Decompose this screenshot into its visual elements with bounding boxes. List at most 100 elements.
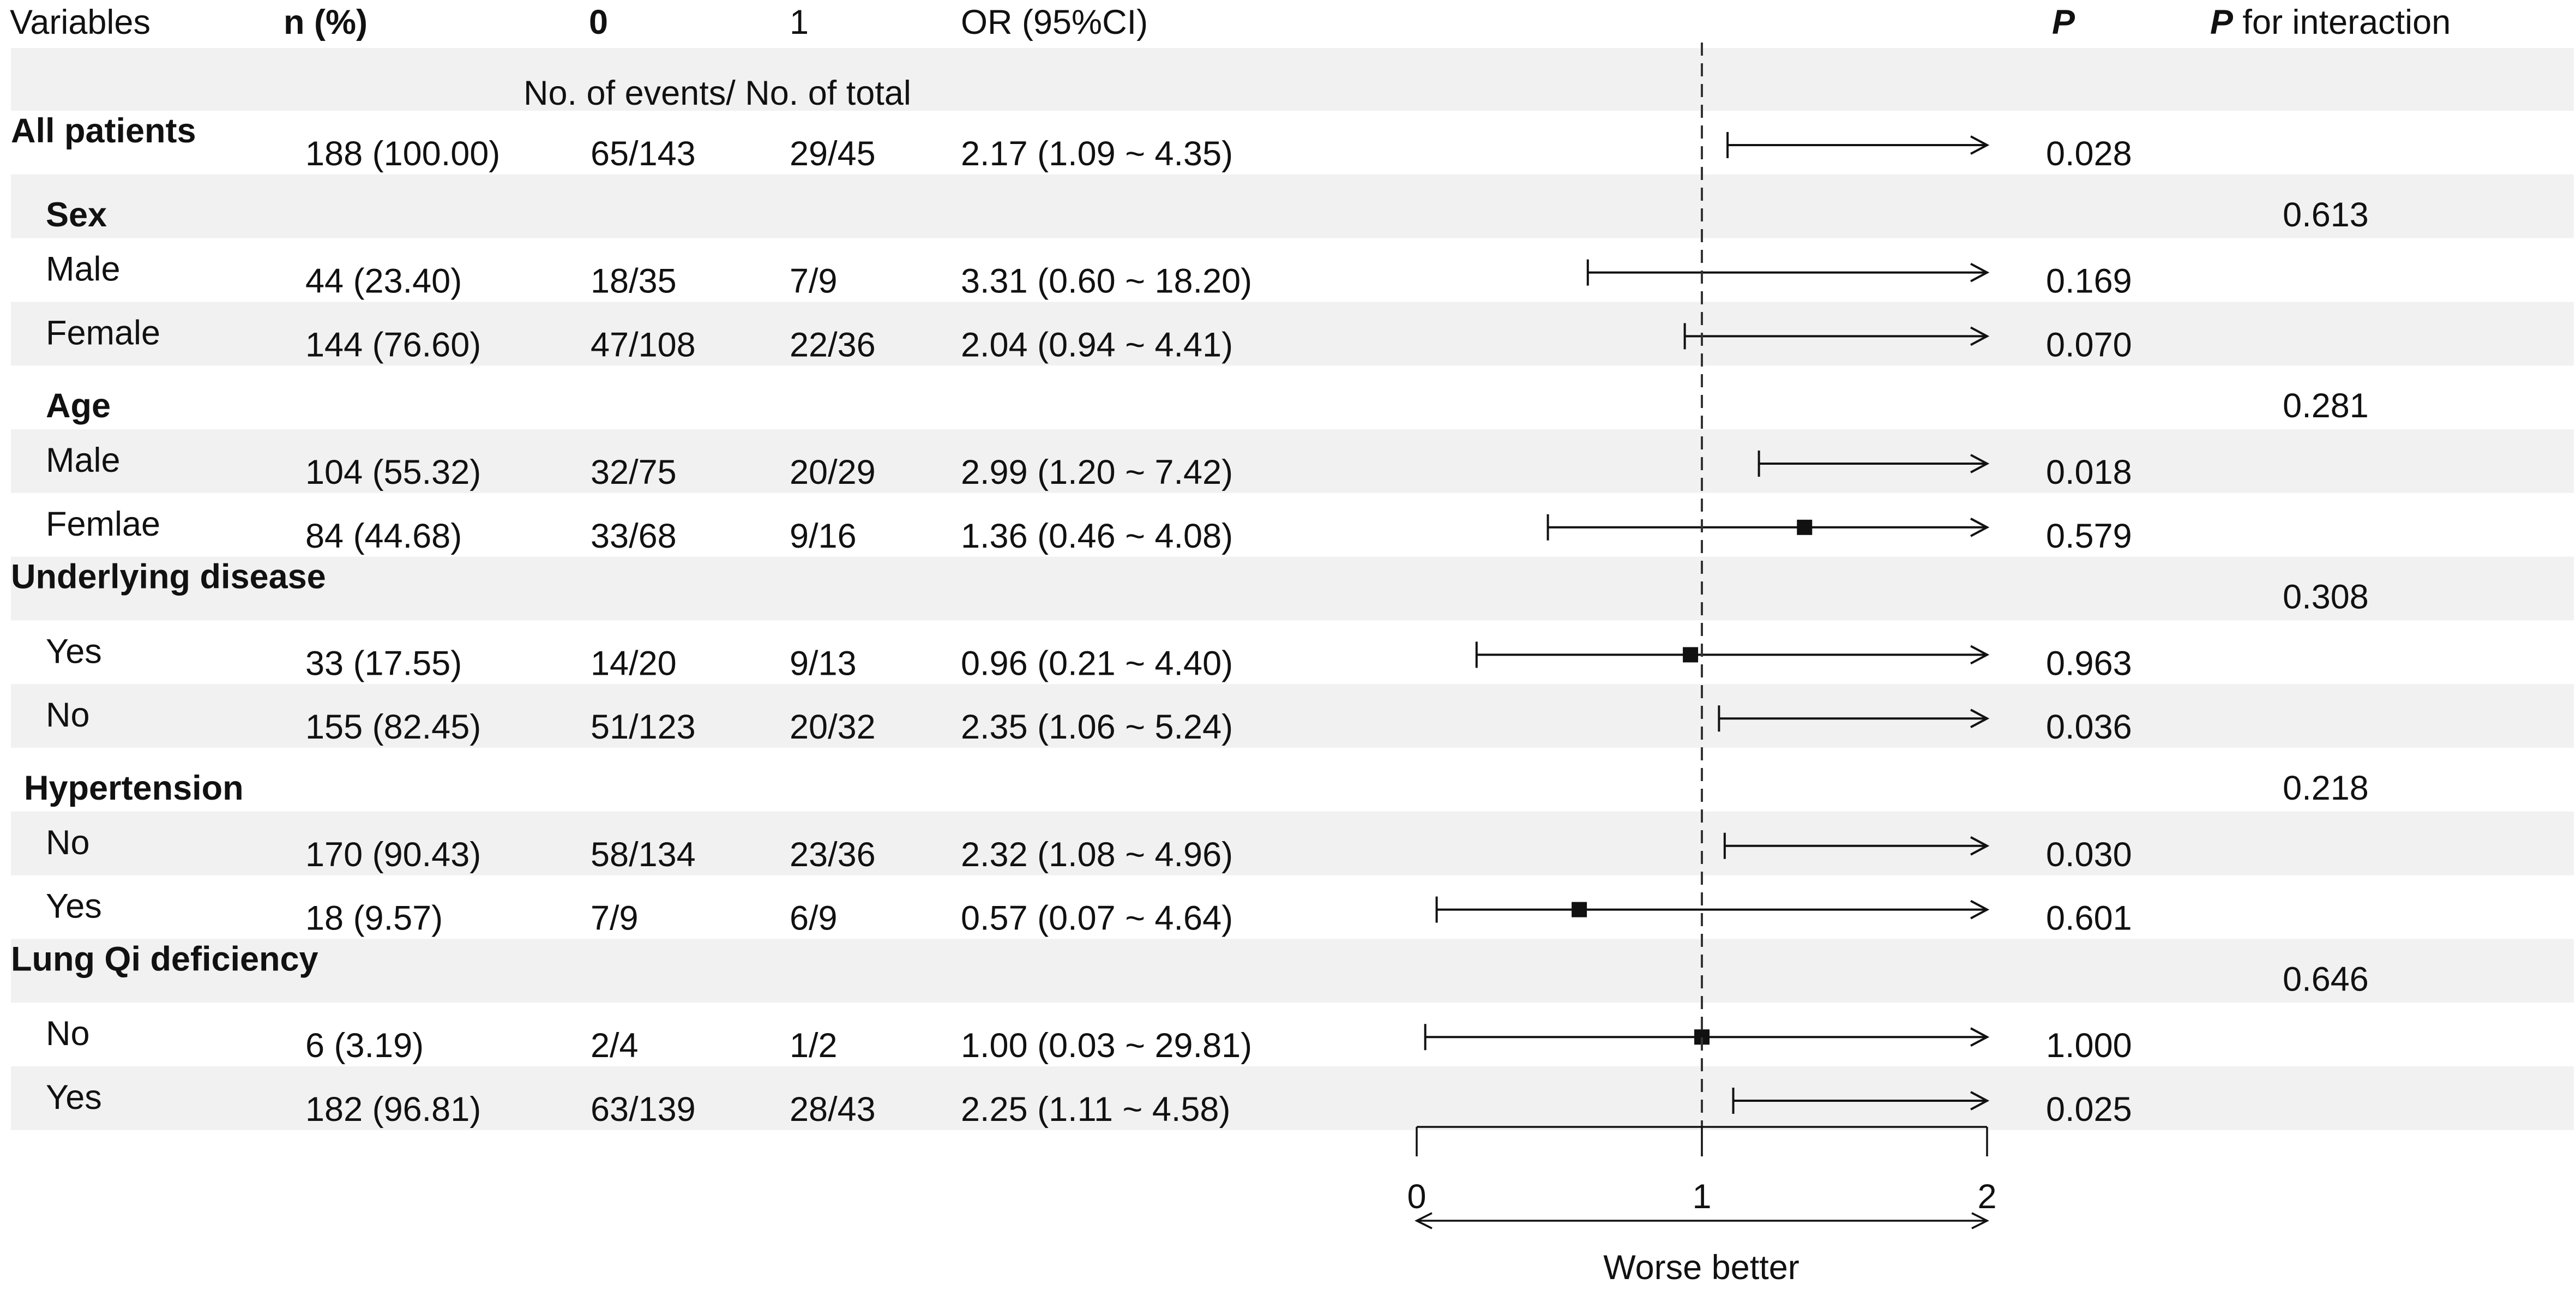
direction-arrow-right [1971, 1212, 1989, 1229]
header-p-interaction-rest: for interaction [2233, 3, 2451, 41]
row-band [11, 429, 2574, 493]
row-p: 0.070 [2046, 326, 2132, 364]
row-band [11, 174, 2574, 238]
row-group1: 29/45 [790, 135, 876, 173]
row-label: Underlying disease [11, 558, 326, 596]
row-p: 1.000 [2046, 1027, 2132, 1065]
row-group1: 20/29 [790, 453, 876, 491]
table-row: Female 144 (76.60) 47/108 22/36 2.04 (0.94 ~… [46, 314, 2132, 364]
row-n: 170 (90.43) [305, 836, 481, 874]
row-p: 0.018 [2046, 453, 2132, 491]
row-p: 0.963 [2046, 644, 2132, 682]
row-group1: 23/36 [790, 836, 876, 874]
ci-arrow [1970, 645, 1990, 665]
row-n: 84 (44.68) [305, 517, 462, 555]
row-p-interaction: 0.308 [2283, 578, 2369, 616]
table-row: No 155 (82.45) 51/123 20/32 2.35 (1.06 ~ 5.2… [46, 696, 2132, 746]
row-band [11, 556, 2574, 621]
row-label: All patients [11, 112, 196, 150]
row-or: 2.32 (1.08 ~ 4.96) [961, 836, 1233, 874]
row-group0: 2/4 [591, 1027, 639, 1065]
row-group0: 14/20 [591, 644, 677, 682]
header-p-interaction: P for interaction [2210, 3, 2451, 41]
table-row: Lung Qi deficiency 0.646 [11, 940, 2369, 998]
ci-arrow [1970, 262, 1990, 283]
direction-arrow-left [1415, 1212, 1433, 1229]
row-group1: 9/16 [790, 517, 857, 555]
header-group1: 1 [790, 3, 809, 41]
ci-arrow [1970, 518, 1990, 537]
ci-arrow [1970, 454, 1990, 473]
row-group1: 22/36 [790, 326, 876, 364]
row-group0: 7/9 [591, 899, 639, 938]
row-p-interaction: 0.613 [2283, 196, 2369, 234]
row-group1: 1/2 [790, 1027, 838, 1065]
row-group0: 32/75 [591, 453, 677, 491]
header-variables: Variables [10, 3, 151, 41]
table-row: Underlying disease 0.308 [11, 558, 2369, 616]
ci-arrow [1970, 709, 1990, 728]
row-group0: 65/143 [591, 135, 696, 173]
row-n: 104 (55.32) [305, 453, 481, 491]
row-label: Sex [46, 196, 107, 234]
table-row: Age 0.281 [46, 387, 2369, 425]
row-p: 0.030 [2046, 836, 2132, 874]
row-p-interaction: 0.281 [2283, 387, 2369, 425]
table-row: Male 44 (23.40) 18/35 7/9 3.31 (0.60 ~ 18.20… [46, 250, 2132, 301]
row-p: 0.025 [2046, 1090, 2132, 1129]
point-estimate [1797, 519, 1813, 535]
row-label: Female [46, 314, 160, 352]
row-p-interaction: 0.218 [2283, 769, 2369, 807]
row-label: Yes [46, 632, 102, 670]
row-or: 2.04 (0.94 ~ 4.41) [961, 326, 1233, 364]
row-label: Age [46, 387, 111, 425]
ci-arrow [1970, 899, 1990, 920]
row-group1: 20/32 [790, 708, 876, 746]
row-or: 2.99 (1.20 ~ 7.42) [961, 453, 1233, 491]
row-label: Hypertension [24, 769, 244, 807]
row-label: Male [46, 250, 121, 289]
table-row: Yes 18 (9.57) 7/9 6/9 0.57 (0.07 ~ 4.64) 0.60… [46, 887, 2132, 938]
row-group1: 9/13 [790, 644, 857, 682]
row-p: 0.579 [2046, 517, 2132, 555]
row-band [11, 684, 2574, 748]
header-p: P [2052, 3, 2075, 41]
row-n: 18 (9.57) [305, 899, 443, 938]
row-label: No [46, 1015, 90, 1053]
table-row: Sex 0.613 [46, 196, 2369, 234]
row-n: 144 (76.60) [305, 326, 481, 364]
header-n: n (%) [284, 3, 368, 41]
x-tick-label: 0 [1407, 1178, 1426, 1216]
row-n: 155 (82.45) [305, 708, 481, 746]
row-label: Lung Qi deficiency [11, 940, 318, 978]
row-label: Femlae [46, 505, 160, 543]
row-band [11, 811, 2574, 875]
header-subheader: No. of events/ No. of total [523, 74, 911, 112]
ci-arrow [1970, 836, 1990, 856]
ci-arrow [1970, 135, 1990, 155]
row-band [11, 1066, 2574, 1130]
row-n: 33 (17.55) [305, 644, 462, 682]
point-estimate [1683, 647, 1699, 663]
row-or: 2.17 (1.09 ~ 4.35) [961, 135, 1233, 173]
row-label: No [46, 824, 90, 862]
row-or: 2.25 (1.11 ~ 4.58) [961, 1090, 1230, 1129]
row-label: Yes [46, 1078, 102, 1117]
row-p: 0.036 [2046, 708, 2132, 746]
row-group0: 58/134 [591, 836, 696, 874]
row-or: 1.00 (0.03 ~ 29.81) [961, 1027, 1252, 1065]
row-group1: 6/9 [790, 899, 838, 938]
x-tick-label: 1 [1692, 1178, 1711, 1216]
row-or: 3.31 (0.60 ~ 18.20) [961, 262, 1252, 301]
row-n: 6 (3.19) [305, 1027, 424, 1065]
row-or: 2.35 (1.06 ~ 5.24) [961, 708, 1233, 746]
x-axis-label: Worse better [1603, 1249, 1799, 1287]
row-n: 44 (23.40) [305, 262, 462, 301]
row-label: No [46, 696, 90, 734]
row-group1: 28/43 [790, 1090, 876, 1129]
point-estimate [1572, 902, 1587, 917]
row-bands [11, 48, 2574, 1130]
row-group0: 51/123 [591, 708, 696, 746]
row-label: Male [46, 441, 121, 479]
